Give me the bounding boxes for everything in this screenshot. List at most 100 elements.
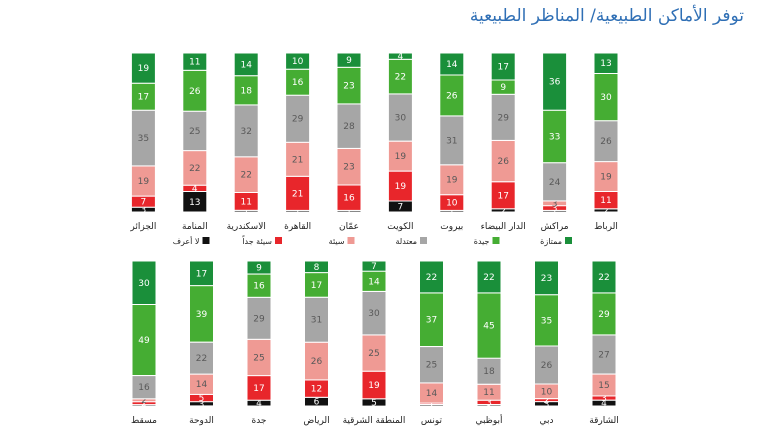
data-label-good: 16 xyxy=(253,282,265,292)
data-label-average: 31 xyxy=(446,136,457,146)
bar-segment-poor xyxy=(439,164,465,196)
data-label-excellent: 23 xyxy=(541,274,552,284)
bar-segment-good xyxy=(591,292,617,336)
bar-segment-excellent xyxy=(246,260,272,275)
legend-swatch-very_poor xyxy=(275,237,282,244)
bar-segment-excellent xyxy=(233,52,259,77)
bar-segment-poor xyxy=(361,334,387,372)
category-label: الدار البيضاء xyxy=(481,222,526,232)
bar-segment-poor xyxy=(593,161,619,193)
data-label-good: 14 xyxy=(368,277,380,287)
data-label-good: 39 xyxy=(196,310,208,320)
data-label-average: 29 xyxy=(292,115,304,125)
bar-segment-excellent xyxy=(336,52,362,68)
category-label: الاسكندرية xyxy=(227,222,266,232)
bar-segment-excellent xyxy=(439,52,465,76)
data-label-excellent: 14 xyxy=(446,60,458,70)
data-label-good: 49 xyxy=(138,336,150,346)
category-label: عمّان xyxy=(339,222,359,232)
legend-swatch-poor xyxy=(347,237,355,244)
bar-segment-good xyxy=(476,292,502,359)
data-label-dont_know: 1 xyxy=(346,207,352,217)
bar-segment-poor xyxy=(490,139,516,183)
bar-segment-good xyxy=(131,304,157,376)
bar-segment-average xyxy=(534,345,559,385)
bar-segment-average xyxy=(542,162,568,202)
data-label-excellent: 17 xyxy=(196,269,207,279)
data-label-average: 35 xyxy=(138,134,149,144)
category-label: الدوحة xyxy=(189,416,214,426)
category-label: مسقط xyxy=(131,416,157,426)
category-label: القاهرة xyxy=(284,222,311,232)
bar-segment-excellent xyxy=(476,260,502,294)
data-label-dont_know: 4 xyxy=(256,399,262,409)
data-label-good: 17 xyxy=(138,93,149,103)
bar-segment-good xyxy=(336,66,362,105)
data-label-good: 17 xyxy=(311,281,322,291)
bar-segment-excellent xyxy=(593,52,619,74)
data-label-dont_know: 1 xyxy=(243,207,249,217)
bar-segment-good xyxy=(439,74,465,117)
data-label-average: 24 xyxy=(549,178,561,188)
data-label-poor: 26 xyxy=(497,157,509,167)
legend: ممتازة جيدة معتدلة سيئة سيئة جداً لا أعرف xyxy=(173,235,572,246)
data-label-dont_know: 1 xyxy=(552,207,558,217)
category-label: الرباط xyxy=(594,222,618,232)
bar-segment-excellent xyxy=(189,260,214,287)
data-label-poor: 19 xyxy=(600,173,612,183)
data-label-dont_know: 6 xyxy=(314,398,320,408)
bar-segment-good xyxy=(130,82,156,111)
data-label-very_poor: 3 xyxy=(601,394,607,404)
data-label-average: 28 xyxy=(343,122,355,132)
data-label-very_poor: 12 xyxy=(311,385,322,395)
data-label-good: 23 xyxy=(343,82,354,92)
data-label-average: 27 xyxy=(598,351,609,361)
data-label-poor: 23 xyxy=(343,163,354,173)
data-label-excellent: 17 xyxy=(497,63,508,73)
legend-label-good: جيدة xyxy=(474,237,490,246)
legend-swatch-average xyxy=(420,237,427,244)
data-label-excellent: 14 xyxy=(240,60,252,70)
data-label-average: 32 xyxy=(240,127,251,137)
bar-segment-good xyxy=(182,69,208,112)
bar-segment-good xyxy=(419,292,444,347)
data-label-poor: 25 xyxy=(253,353,264,363)
data-label-dont_know: 5 xyxy=(371,398,377,408)
data-label-dont_know: 1 xyxy=(449,207,455,217)
data-label-excellent: 11 xyxy=(189,58,200,68)
data-label-dont_know: 1 xyxy=(295,207,301,217)
bar-segment-excellent xyxy=(182,52,208,71)
legend-label-poor: سيئة xyxy=(329,237,345,246)
category-label: دبي xyxy=(539,416,553,426)
bar-segment-average xyxy=(304,296,329,343)
chart-panel-2: 4315272922الشارقة3210263523دبي1311184522… xyxy=(131,260,619,426)
data-label-average: 16 xyxy=(138,383,150,393)
category-label: الشارقة xyxy=(589,416,619,426)
data-label-dont_know: 3 xyxy=(141,206,147,216)
data-label-average: 22 xyxy=(196,354,207,364)
bar-segment-average xyxy=(130,109,156,167)
data-label-poor: 26 xyxy=(311,357,323,367)
data-label-dont_know: 7 xyxy=(398,203,404,213)
data-label-poor: 14 xyxy=(426,389,438,399)
data-label-poor: 3 xyxy=(552,199,558,209)
bar-segment-average xyxy=(361,290,387,336)
bar-segment-very_poor xyxy=(490,181,516,210)
data-label-good: 29 xyxy=(598,310,610,320)
bar-segment-average xyxy=(591,334,617,375)
category-label: جدة xyxy=(251,416,266,426)
data-label-good: 18 xyxy=(240,86,252,96)
bar-segment-excellent xyxy=(419,260,444,294)
bar-segment-good xyxy=(285,68,311,96)
data-label-very_poor: 10 xyxy=(446,199,458,209)
data-label-very_poor: 7 xyxy=(141,198,147,208)
data-label-good: 16 xyxy=(292,78,304,88)
data-label-good: 33 xyxy=(549,133,560,143)
legend-swatch-excellent xyxy=(565,237,572,244)
data-label-very_poor: 11 xyxy=(240,198,251,208)
bar-segment-good xyxy=(534,294,559,347)
data-label-excellent: 30 xyxy=(138,279,150,289)
bar-segment-excellent xyxy=(285,52,311,70)
data-label-average: 31 xyxy=(311,316,322,326)
